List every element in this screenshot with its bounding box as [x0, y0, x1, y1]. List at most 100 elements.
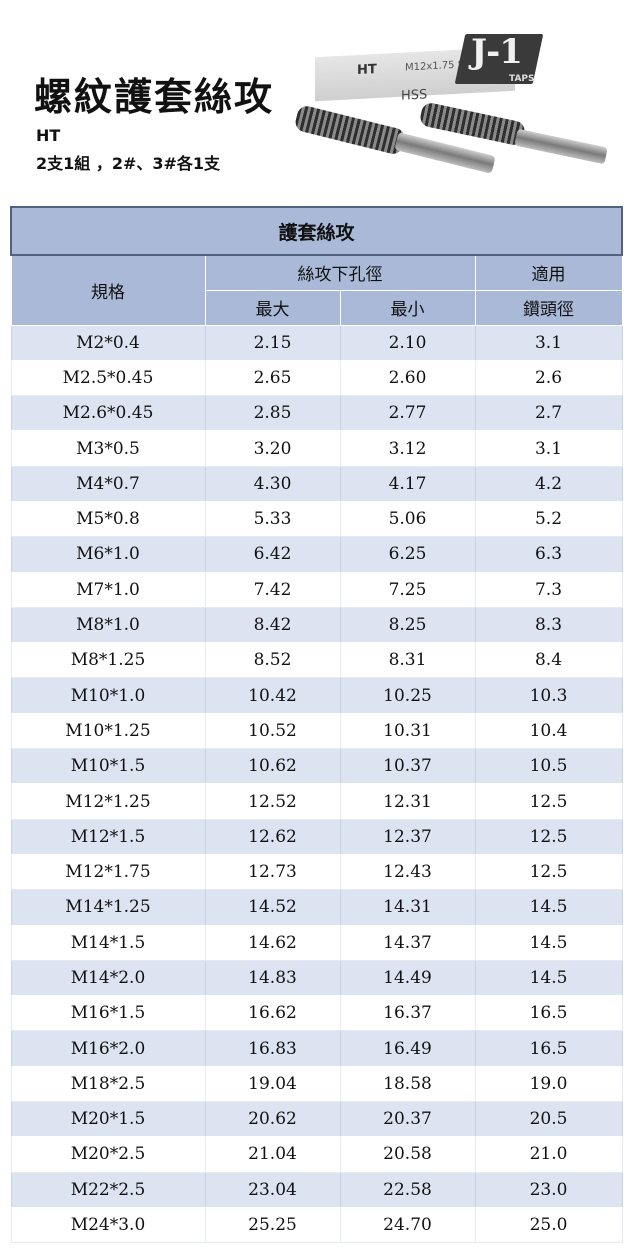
cell-max: 12.62 [204, 818, 341, 855]
cell-min: 16.37 [339, 995, 476, 1032]
product-label-ht: HT [357, 62, 377, 79]
cell-min: 2.77 [339, 395, 476, 432]
cell-max: 14.62 [204, 924, 341, 961]
table-row: M12*1.25 12.52 12.31 12.5 [10, 783, 623, 820]
cell-min: 24.70 [339, 1206, 476, 1244]
cell-max: 12.52 [204, 783, 341, 820]
tap-spec-table: 護套絲攻 規格 絲攻下孔徑 適用 最大 最小 鑽頭徑 M2*0.4 2.15 2.1… [9, 206, 624, 1244]
cell-min: 2.10 [339, 324, 476, 361]
cell-min: 12.31 [339, 783, 476, 820]
cell-spec: M12*1.5 [10, 818, 206, 855]
tap-flute-2 [418, 101, 527, 147]
cell-drill: 21.0 [474, 1136, 623, 1173]
cell-drill: 8.4 [474, 642, 623, 679]
cell-spec: M2*0.4 [10, 324, 206, 361]
cell-spec: M10*1.0 [10, 677, 206, 714]
table-body: M2*0.4 2.15 2.10 3.1 M2.5*0.45 2.65 2.60 2.6 M2.… [10, 324, 623, 1244]
cell-drill: 16.5 [474, 1030, 623, 1067]
table-row: M8*1.25 8.52 8.31 8.4 [10, 642, 623, 679]
cell-max: 3.20 [204, 430, 341, 467]
header-drill-hole: 絲攻下孔徑 [204, 254, 476, 291]
table-row: M7*1.0 7.42 7.25 7.3 [10, 571, 623, 608]
table-row: M20*2.5 21.04 20.58 21.0 [10, 1136, 623, 1173]
cell-drill: 23.0 [474, 1171, 623, 1208]
cell-drill: 25.0 [474, 1206, 623, 1244]
brand-taps-text: TAPS [509, 74, 535, 84]
page-title: 螺紋護套絲攻 [34, 74, 275, 119]
table-row: M14*1.5 14.62 14.37 14.5 [10, 924, 623, 961]
table-row: M10*1.0 10.42 10.25 10.3 [10, 677, 623, 714]
cell-min: 20.58 [339, 1136, 476, 1173]
cell-max: 4.30 [204, 465, 341, 502]
cell-spec: M22*2.5 [10, 1171, 206, 1208]
cell-spec: M14*1.25 [10, 889, 206, 926]
header-applicable: 適用 [474, 254, 623, 291]
cell-min: 4.17 [339, 465, 476, 502]
cell-max: 21.04 [204, 1136, 341, 1173]
cell-drill: 14.5 [474, 924, 623, 961]
table-row: M12*1.75 12.73 12.43 12.5 [10, 853, 623, 891]
tap-shank-1 [394, 132, 496, 174]
table-row: M14*2.0 14.83 14.49 14.5 [10, 959, 623, 997]
table-row: M2*0.4 2.15 2.10 3.1 [10, 324, 623, 361]
cell-drill: 4.2 [474, 465, 623, 502]
cell-min: 8.25 [339, 606, 476, 644]
header-min: 最小 [339, 289, 476, 326]
product-label-hss: HSS [401, 87, 428, 104]
cell-max: 16.83 [204, 1030, 341, 1067]
cell-min: 12.43 [339, 853, 476, 891]
cell-max: 2.65 [204, 359, 341, 397]
cell-min: 14.49 [339, 959, 476, 997]
cell-max: 20.62 [204, 1101, 341, 1138]
header-spec: 規格 [10, 254, 206, 326]
cell-max: 2.85 [204, 395, 341, 432]
table-row: M20*1.5 20.62 20.37 20.5 [10, 1101, 623, 1138]
cell-max: 25.25 [204, 1206, 341, 1244]
cell-spec: M14*2.0 [10, 959, 206, 997]
cell-spec: M8*1.25 [10, 642, 206, 679]
table-row: M12*1.5 12.62 12.37 12.5 [10, 818, 623, 855]
cell-drill: 16.5 [474, 995, 623, 1032]
cell-max: 12.73 [204, 853, 341, 891]
cell-drill: 3.1 [474, 324, 623, 361]
cell-max: 14.52 [204, 889, 341, 926]
cell-spec: M8*1.0 [10, 606, 206, 644]
cell-min: 16.49 [339, 1030, 476, 1067]
table-row: M10*1.25 10.52 10.31 10.4 [10, 712, 623, 750]
cell-spec: M7*1.0 [10, 571, 206, 608]
table-row: M2.6*0.45 2.85 2.77 2.7 [10, 395, 623, 432]
cell-max: 10.52 [204, 712, 341, 750]
cell-min: 14.31 [339, 889, 476, 926]
cell-spec: M16*1.5 [10, 995, 206, 1032]
cell-spec: M2.5*0.45 [10, 359, 206, 397]
cell-spec: M10*1.5 [10, 748, 206, 785]
table-row: M5*0.8 5.33 5.06 5.2 [10, 500, 623, 538]
table-row: M24*3.0 25.25 24.70 25.0 [10, 1206, 623, 1244]
table-row: M16*1.5 16.62 16.37 16.5 [10, 995, 623, 1032]
cell-drill: 2.7 [474, 395, 623, 432]
cell-spec: M20*1.5 [10, 1101, 206, 1138]
cell-min: 3.12 [339, 430, 476, 467]
table-row: M4*0.7 4.30 4.17 4.2 [10, 465, 623, 502]
cell-drill: 12.5 [474, 853, 623, 891]
cell-min: 6.25 [339, 536, 476, 573]
cell-spec: M14*1.5 [10, 924, 206, 961]
cell-drill: 6.3 [474, 536, 623, 573]
cell-drill: 7.3 [474, 571, 623, 608]
cell-drill: 14.5 [474, 959, 623, 997]
cell-drill: 20.5 [474, 1101, 623, 1138]
cell-min: 18.58 [339, 1065, 476, 1103]
page-header: 螺紋護套絲攻 HT 2支1組 ，2#、3#各1支 HT M12x1.75 STI… [0, 0, 630, 200]
cell-spec: M6*1.0 [10, 536, 206, 573]
cell-min: 20.37 [339, 1101, 476, 1138]
cell-spec: M20*2.5 [10, 1136, 206, 1173]
cell-min: 2.60 [339, 359, 476, 397]
cell-drill: 12.5 [474, 818, 623, 855]
cell-max: 23.04 [204, 1171, 341, 1208]
cell-min: 10.37 [339, 748, 476, 785]
cell-max: 10.42 [204, 677, 341, 714]
brand-logo: J-1 [471, 32, 523, 72]
table-row: M6*1.0 6.42 6.25 6.3 [10, 536, 623, 573]
cell-max: 19.04 [204, 1065, 341, 1103]
table-row: M22*2.5 23.04 22.58 23.0 [10, 1171, 623, 1208]
